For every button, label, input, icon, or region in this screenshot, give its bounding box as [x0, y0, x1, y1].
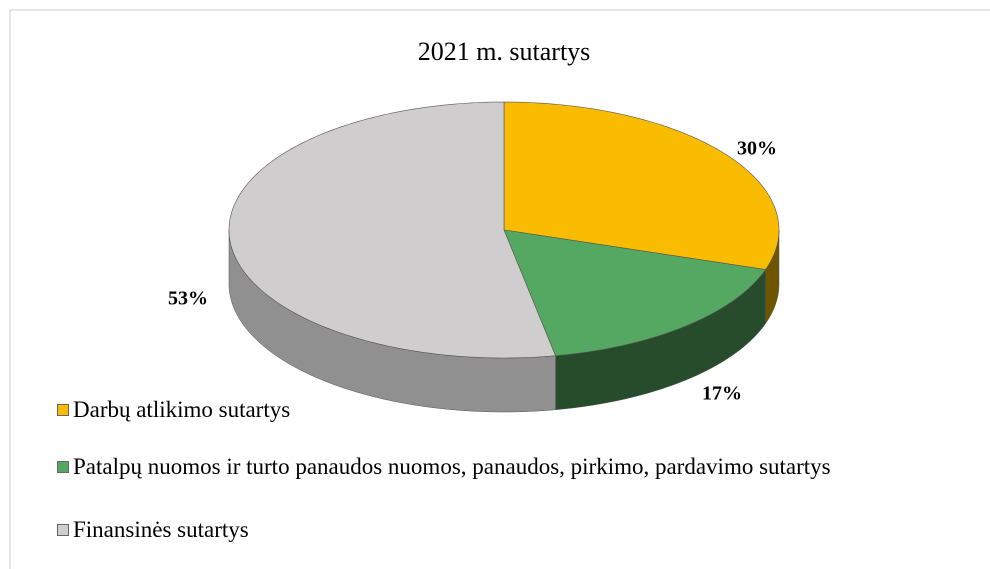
data-label: 53% [168, 288, 208, 310]
data-label: 17% [702, 383, 742, 405]
legend-swatch [57, 524, 69, 536]
legend-label: Darbų atlikimo sutartys [73, 397, 291, 422]
legend-swatch [57, 404, 69, 416]
slice [503, 101, 780, 270]
legend-label: Patalpų nuomos ir turto panaudos nuomos,… [73, 454, 831, 479]
data-label: 30% [737, 138, 777, 160]
legend-item: Darbų atlikimo sutartys [55, 398, 990, 422]
slice [228, 101, 556, 359]
legend-label: Finansinės sutartys [73, 517, 249, 542]
legend-item: Finansinės sutartys [55, 518, 990, 542]
legend-swatch [57, 461, 69, 473]
slice [503, 229, 767, 357]
chart-title: 2021 m. sutartys [418, 37, 591, 66]
legend-item: Patalpų nuomos ir turto panaudos nuomos,… [55, 455, 990, 479]
